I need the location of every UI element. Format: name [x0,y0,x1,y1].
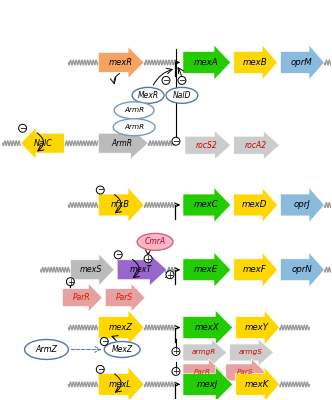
Text: ParR: ParR [73,293,90,302]
Ellipse shape [137,233,173,250]
Polygon shape [236,367,280,400]
Polygon shape [183,45,231,80]
Text: ParS: ParS [237,369,253,375]
Polygon shape [21,127,64,159]
Polygon shape [183,252,231,287]
Circle shape [162,76,170,84]
Text: mexC: mexC [194,200,218,210]
Text: ParS: ParS [116,293,133,302]
Polygon shape [183,367,233,400]
Text: NalC: NalC [34,139,53,148]
Text: mexB: mexB [242,58,267,67]
Text: rocS2: rocS2 [196,141,218,150]
Text: −: − [172,137,180,146]
Ellipse shape [166,87,198,103]
Circle shape [96,366,104,373]
Text: mexR: mexR [108,58,132,67]
Text: mexF: mexF [243,265,267,274]
Text: mexE: mexE [194,265,218,274]
Text: nfxB: nfxB [111,200,130,210]
Text: oprM: oprM [291,58,312,67]
Polygon shape [98,127,148,159]
Text: −: − [19,124,26,133]
Circle shape [144,255,152,263]
Polygon shape [183,339,227,366]
Polygon shape [236,310,280,345]
Polygon shape [234,45,278,80]
Polygon shape [281,188,324,222]
Text: armgS: armgS [239,350,263,356]
Text: rocA2: rocA2 [245,141,267,150]
Text: +: + [167,270,173,280]
Text: +: + [67,278,74,286]
Text: mexY: mexY [245,323,269,332]
Text: mexT: mexT [130,265,152,274]
Text: mexS: mexS [80,265,103,274]
Polygon shape [230,339,274,366]
Text: mexZ: mexZ [108,323,132,332]
Polygon shape [98,46,144,78]
Text: armgR: armgR [192,350,216,356]
Circle shape [172,368,180,375]
Text: oprJ: oprJ [293,200,310,210]
Text: −: − [97,365,104,374]
Text: NalD: NalD [173,91,191,100]
Polygon shape [281,252,324,287]
Polygon shape [234,188,278,222]
Circle shape [100,338,108,346]
Circle shape [96,186,104,194]
Text: −: − [115,250,122,259]
Polygon shape [183,359,223,386]
Circle shape [19,124,27,132]
Text: ArmR: ArmR [124,124,144,130]
Polygon shape [183,310,233,345]
Ellipse shape [114,102,154,119]
Text: −: − [101,337,108,346]
Text: ArmZ: ArmZ [36,345,57,354]
Polygon shape [98,310,144,345]
Polygon shape [98,367,144,400]
Text: mexX: mexX [195,323,219,332]
Text: +: + [145,254,151,264]
Polygon shape [185,131,231,160]
Polygon shape [183,188,231,222]
Polygon shape [105,283,145,312]
Circle shape [178,76,186,84]
Text: MexZ: MexZ [112,345,133,354]
Polygon shape [70,254,114,286]
Circle shape [172,137,180,145]
Text: +: + [173,347,179,356]
Text: ArmR: ArmR [112,139,133,148]
Text: ParR: ParR [194,369,210,375]
Polygon shape [98,188,144,222]
Text: ArmR: ArmR [124,107,144,113]
Ellipse shape [25,340,68,360]
Text: mexL: mexL [109,380,132,389]
Circle shape [114,251,122,259]
Ellipse shape [113,119,155,136]
Text: MexR: MexR [137,91,159,100]
Text: oprN: oprN [291,265,312,274]
Text: −: − [97,186,104,194]
Text: mexJ: mexJ [196,380,217,389]
Polygon shape [226,359,266,386]
Ellipse shape [132,87,164,103]
Text: +: + [173,367,179,376]
Polygon shape [234,131,280,160]
Polygon shape [117,254,167,286]
Circle shape [166,271,174,279]
Text: CmrA: CmrA [144,237,166,246]
Circle shape [172,348,180,356]
Polygon shape [281,45,324,80]
Polygon shape [62,283,102,312]
Text: mexD: mexD [242,200,268,210]
Ellipse shape [104,342,140,358]
Circle shape [66,278,74,286]
Polygon shape [234,252,278,287]
Text: mexK: mexK [245,380,269,389]
Text: −: − [162,76,170,85]
Text: −: − [178,76,186,85]
Text: mexA: mexA [194,58,218,67]
